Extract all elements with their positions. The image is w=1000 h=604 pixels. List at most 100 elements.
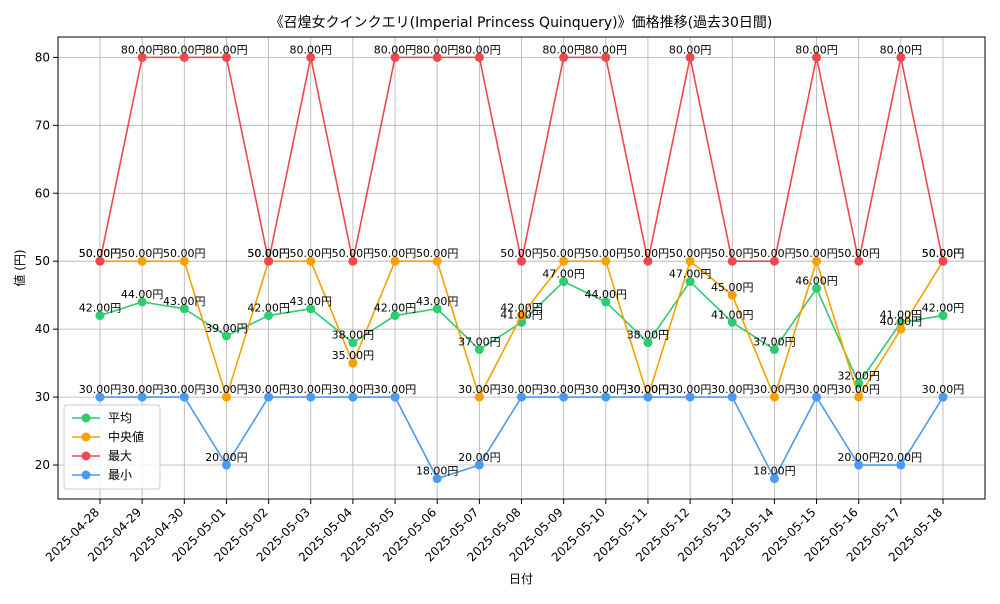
data-label-3: 80.00円 xyxy=(163,43,206,56)
data-label-3: 50.00円 xyxy=(922,247,965,260)
series-point-2 xyxy=(854,392,864,402)
series-point-2 xyxy=(559,256,569,266)
series-point-1 xyxy=(854,379,864,388)
data-label-3: 50.00円 xyxy=(500,247,543,260)
series-point-4 xyxy=(812,392,822,402)
series-point-4 xyxy=(643,392,653,402)
series-point-3 xyxy=(685,52,695,62)
data-label-3: 80.00円 xyxy=(416,43,459,56)
data-label-1: 37.00円 xyxy=(753,336,796,349)
series-point-1 xyxy=(221,331,231,341)
series-point-3 xyxy=(137,52,147,62)
series-point-3 xyxy=(854,256,864,266)
data-label-2: 50.00円 xyxy=(542,247,585,260)
legend-label: 平均 xyxy=(108,411,132,425)
series-point-4 xyxy=(769,474,779,484)
legend-frame xyxy=(63,404,161,490)
data-label-1: 42.00円 xyxy=(247,302,290,315)
series-point-1 xyxy=(432,304,442,314)
data-label-2: 35.00円 xyxy=(332,349,375,362)
grid xyxy=(58,37,985,499)
data-label-4: 30.00円 xyxy=(290,383,333,396)
data-label-2: 50.00円 xyxy=(163,247,206,260)
data-label-2: 30.00円 xyxy=(458,383,501,396)
series-point-3 xyxy=(769,256,779,266)
data-label-2: 50.00円 xyxy=(416,247,459,260)
data-label-4: 30.00円 xyxy=(374,383,417,396)
series-point-3 xyxy=(306,52,316,62)
series-point-4 xyxy=(137,392,147,402)
series-point-4 xyxy=(179,392,189,402)
data-label-4: 30.00円 xyxy=(711,383,754,396)
data-label-2: 50.00円 xyxy=(795,247,838,260)
series-point-2 xyxy=(601,256,611,266)
series-point-4 xyxy=(264,392,274,402)
series-point-3 xyxy=(264,256,274,266)
data-label-4: 30.00円 xyxy=(669,383,712,396)
x-axis-title: 日付 xyxy=(509,572,533,586)
data-label-1: 38.00円 xyxy=(332,329,375,342)
data-label-3: 50.00円 xyxy=(79,247,122,260)
data-label-3: 50.00円 xyxy=(711,247,754,260)
data-label-1: 41.00円 xyxy=(500,308,543,321)
y-tick-label: 80 xyxy=(35,50,50,64)
data-label-4: 30.00円 xyxy=(585,383,628,396)
series-point-2 xyxy=(348,358,358,368)
data-label-3: 80.00円 xyxy=(458,43,501,56)
series-point-4 xyxy=(601,392,611,402)
data-label-2: 50.00円 xyxy=(922,247,965,260)
data-label-2: 50.00円 xyxy=(247,247,290,260)
series-point-4 xyxy=(306,392,316,402)
series-point-1 xyxy=(264,311,274,321)
data-label-1: 39.00円 xyxy=(205,322,248,335)
series-point-1 xyxy=(474,345,484,355)
series-point-3 xyxy=(812,52,822,62)
legend-marker xyxy=(81,413,91,423)
series-point-2 xyxy=(432,256,442,266)
data-label-4: 30.00円 xyxy=(79,383,122,396)
data-label-4: 20.00円 xyxy=(837,451,880,464)
data-label-4: 30.00円 xyxy=(542,383,585,396)
series-point-4 xyxy=(390,392,400,402)
series-point-1 xyxy=(769,345,779,355)
y-axis-title: 値 (円) xyxy=(12,249,27,286)
data-label-2: 40.00円 xyxy=(880,315,923,328)
data-label-4: 30.00円 xyxy=(627,383,670,396)
data-label-1: 47.00円 xyxy=(669,268,712,281)
data-label-1: 44.00円 xyxy=(585,288,628,301)
series-point-1 xyxy=(812,283,822,293)
series-point-2 xyxy=(769,392,779,402)
series-point-4 xyxy=(938,392,948,402)
data-label-4: 18.00円 xyxy=(753,465,796,478)
series-point-1 xyxy=(306,304,316,314)
series-point-4 xyxy=(432,474,442,484)
series-point-1 xyxy=(137,297,147,307)
series-layer xyxy=(95,52,948,484)
data-label-4: 30.00円 xyxy=(121,383,164,396)
data-label-3: 50.00円 xyxy=(627,247,670,260)
series-point-4 xyxy=(854,460,864,470)
series-point-1 xyxy=(643,338,653,348)
series-point-2 xyxy=(474,392,484,402)
data-label-3: 80.00円 xyxy=(121,43,164,56)
data-label-4: 30.00円 xyxy=(247,383,290,396)
data-label-1: 47.00円 xyxy=(542,268,585,281)
y-tick-label: 30 xyxy=(35,390,50,404)
series-point-2 xyxy=(390,256,400,266)
legend-marker xyxy=(81,451,91,461)
data-label-2: 30.00円 xyxy=(627,383,670,396)
data-label-1: 42.00円 xyxy=(922,302,965,315)
series-point-1 xyxy=(601,297,611,307)
data-label-3: 50.00円 xyxy=(837,247,880,260)
y-tick-label: 70 xyxy=(35,118,50,132)
series-point-2 xyxy=(137,256,147,266)
data-label-1: 32.00円 xyxy=(837,370,880,383)
y-tick-label: 50 xyxy=(35,254,50,268)
series-point-4 xyxy=(95,392,105,402)
data-label-4: 20.00円 xyxy=(458,451,501,464)
data-label-3: 80.00円 xyxy=(795,43,838,56)
data-label-2: 50.00円 xyxy=(585,247,628,260)
data-label-4: 18.00円 xyxy=(416,465,459,478)
